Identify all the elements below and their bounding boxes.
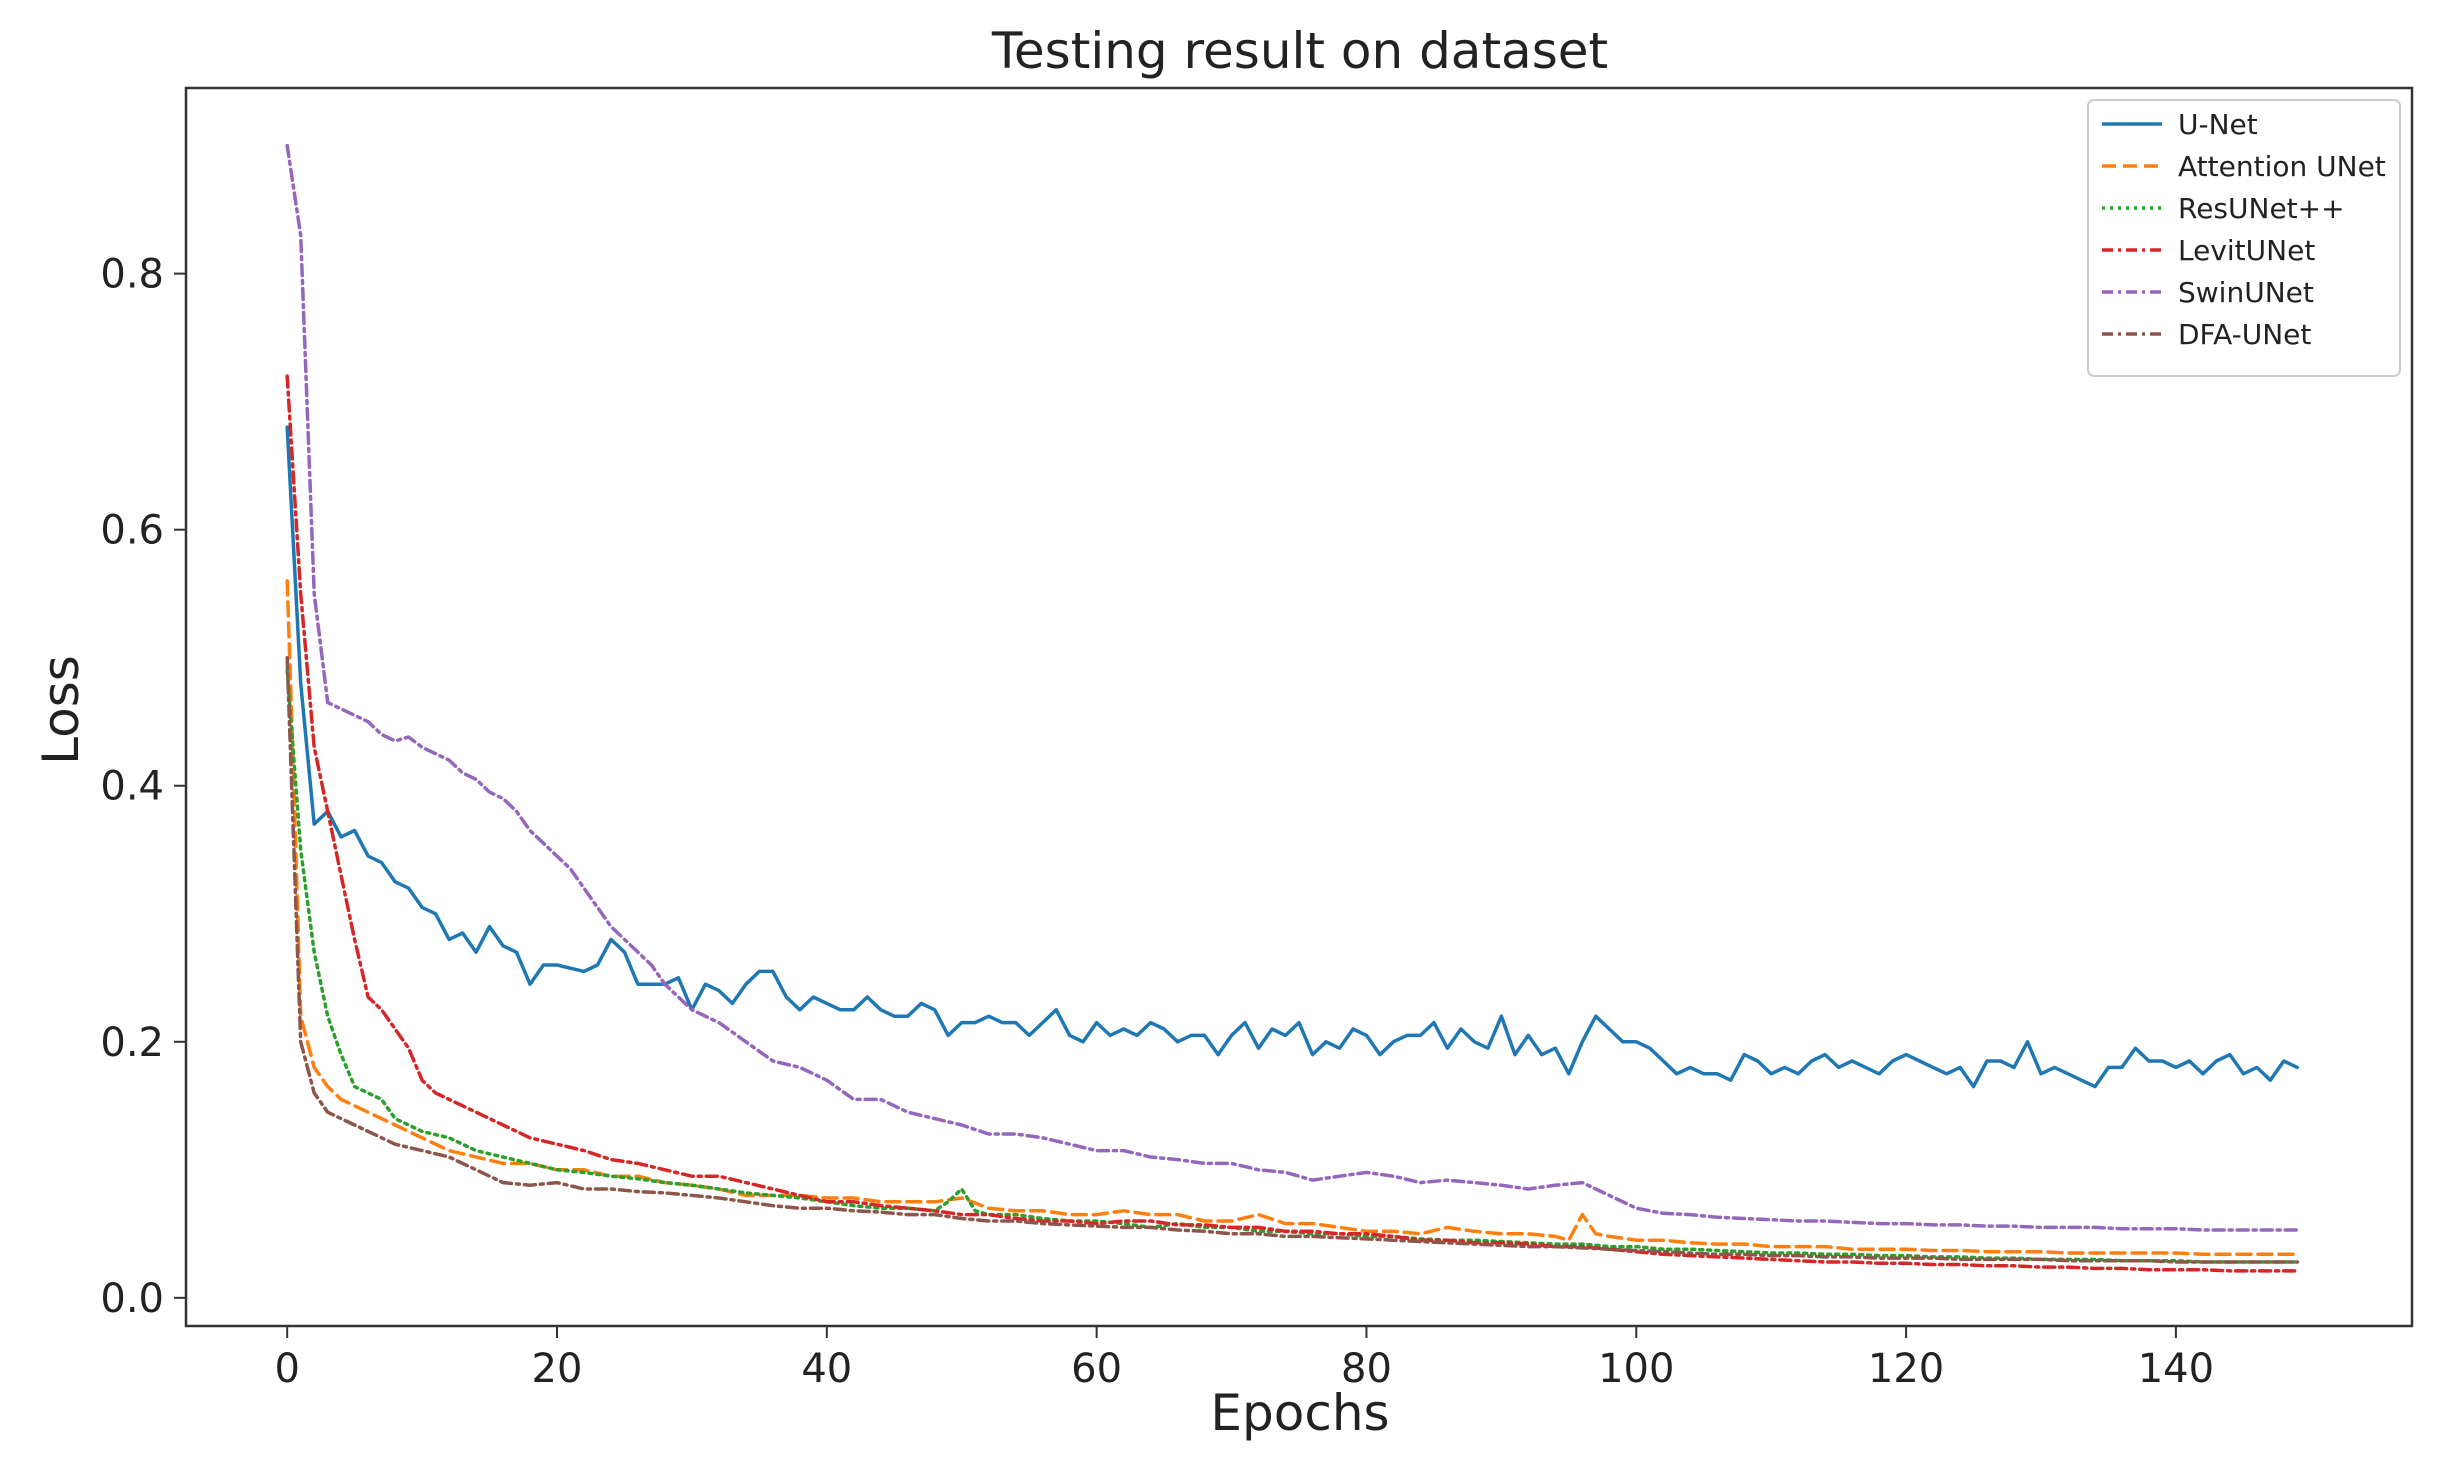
y-tick-label: 0.0 xyxy=(100,1276,164,1322)
x-tick-label: 140 xyxy=(2138,1346,2214,1392)
legend: U-Net Attention UNet ResUNet++ LevitUNet Swi… xyxy=(2087,99,2401,377)
x-tick-label: 120 xyxy=(1868,1346,1944,1392)
series-lines xyxy=(285,143,2300,1273)
series-line-attention-unet xyxy=(285,579,2300,1257)
legend-label-levitunet: LevitUNet xyxy=(2178,234,2315,267)
chart-title: Testing result on dataset xyxy=(991,22,1608,80)
series-line-levitunet xyxy=(285,374,2300,1273)
legend-label-swinunet: SwinUNet xyxy=(2178,276,2314,309)
x-tick-label: 60 xyxy=(1071,1346,1122,1392)
series-line-swinunet xyxy=(285,143,2300,1232)
plot-frame xyxy=(184,86,2414,1328)
legend-label-dfa-unet: DFA-UNet xyxy=(2178,318,2311,351)
x-tick-label: 20 xyxy=(532,1346,583,1392)
x-tick-label: 80 xyxy=(1341,1346,1392,1392)
y-axis: 0.0 0.2 0.4 0.6 0.8 xyxy=(100,252,186,1322)
x-axis: 0 20 40 60 80 100 120 140 xyxy=(274,1326,2214,1392)
x-tick-label: 100 xyxy=(1598,1346,1674,1392)
y-axis-label: Loss xyxy=(32,655,90,765)
legend-label-u-net: U-Net xyxy=(2178,108,2258,141)
x-axis-label: Epochs xyxy=(1210,1384,1389,1442)
y-tick-label: 0.2 xyxy=(100,1020,164,1066)
legend-label-attention-unet: Attention UNet xyxy=(2178,150,2386,183)
y-tick-label: 0.8 xyxy=(100,252,164,298)
series-line-u-net xyxy=(285,425,2300,1089)
x-tick-label: 0 xyxy=(274,1346,299,1392)
y-tick-label: 0.6 xyxy=(100,508,164,554)
x-tick-label: 40 xyxy=(801,1346,852,1392)
y-tick-label: 0.4 xyxy=(100,764,164,810)
legend-label-resunet: ResUNet++ xyxy=(2178,192,2345,225)
legend-box xyxy=(2087,99,2401,377)
series-line-dfa-unet xyxy=(285,655,2300,1264)
